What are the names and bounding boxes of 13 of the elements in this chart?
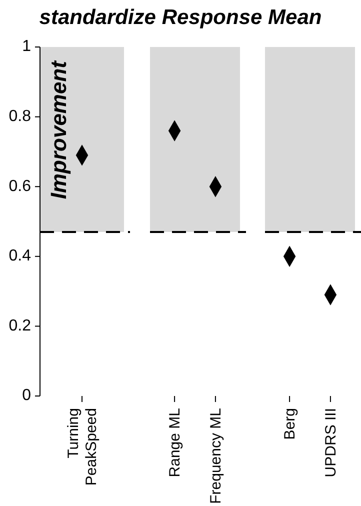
y-tick-label: 0.6	[8, 178, 32, 195]
x-tick-label: Range ML	[166, 408, 184, 478]
y-tick-label: 0.2	[8, 317, 32, 334]
x-tick-label: Frequency ML	[207, 408, 224, 504]
x-tick-label: Turning PeakSpeed	[65, 408, 100, 486]
y-tick-label: 1	[22, 38, 32, 56]
text: standardize Response Mean	[39, 6, 322, 29]
y-tick-label: 0.4	[8, 248, 32, 265]
y-tick-label: 0	[22, 387, 32, 404]
x-tick-label: UPDRS III	[322, 408, 340, 478]
band-label: Improvement	[46, 59, 71, 200]
y-tick-label: 0.8	[8, 108, 32, 126]
x-tick-label: Berg	[282, 408, 299, 440]
